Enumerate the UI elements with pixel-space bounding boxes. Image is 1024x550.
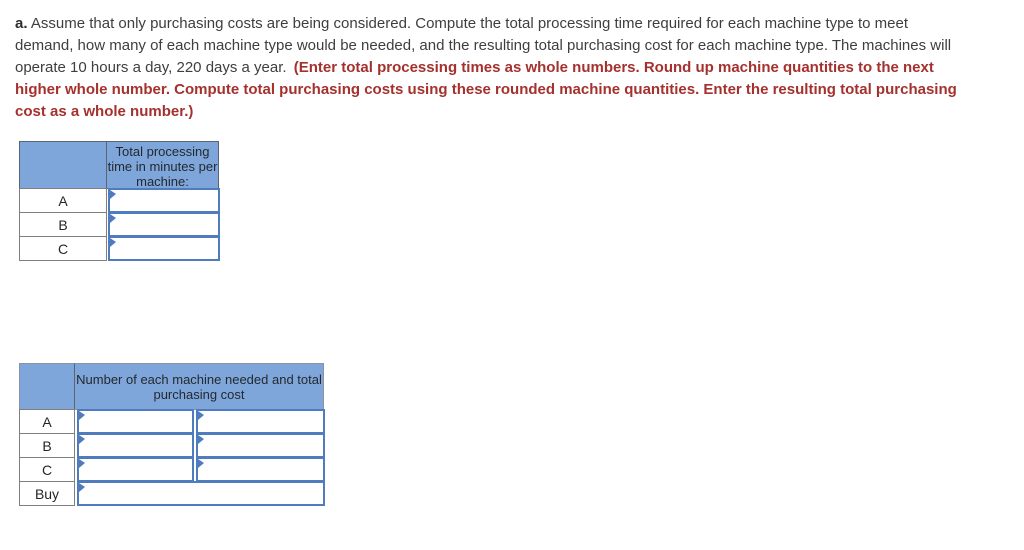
row-label-a: A xyxy=(19,188,107,213)
processing-time-input-a[interactable] xyxy=(110,190,218,211)
machines-needed-header-cell: Number of each machine needed and total … xyxy=(74,363,324,410)
processing-time-header-cell: Total processing time in minutes per mac… xyxy=(106,141,219,189)
purchasing-cost-field-c[interactable] xyxy=(196,457,325,482)
table-row: Buy xyxy=(19,481,325,506)
machines-needed-table-header-row: Number of each machine needed and total … xyxy=(19,363,325,410)
question-body: Assume that only purchasing costs are be… xyxy=(15,15,952,76)
header-corner-cell xyxy=(19,141,107,189)
processing-time-field-a[interactable] xyxy=(108,188,220,213)
machine-quantity-input-a[interactable] xyxy=(79,411,192,432)
purchasing-cost-input-b[interactable] xyxy=(198,435,323,456)
question-part-label: a. xyxy=(15,15,28,32)
processing-time-table-header-row: Total processing time in minutes per mac… xyxy=(19,141,220,189)
machines-needed-table: Number of each machine needed and total … xyxy=(19,363,325,506)
row-label-buy: Buy xyxy=(19,481,75,506)
machine-quantity-field-b[interactable] xyxy=(77,433,194,458)
header-corner-cell xyxy=(19,363,75,410)
table-row: B xyxy=(19,212,220,237)
buy-decision-field[interactable] xyxy=(77,481,325,506)
purchasing-cost-field-b[interactable] xyxy=(196,433,325,458)
row-label-c: C xyxy=(19,236,107,261)
question-text: a. Assume that only purchasing costs are… xyxy=(15,13,967,123)
purchasing-cost-field-a[interactable] xyxy=(196,409,325,434)
processing-time-input-c[interactable] xyxy=(110,238,218,259)
table-row: B xyxy=(19,433,325,458)
row-label-a: A xyxy=(19,409,75,434)
table-row: A xyxy=(19,409,325,434)
table-row: C xyxy=(19,236,220,261)
table-row: A xyxy=(19,188,220,213)
table-row: C xyxy=(19,457,325,482)
question-instruction: (Enter total processing times as whole n… xyxy=(15,59,957,120)
machine-quantity-field-c[interactable] xyxy=(77,457,194,482)
purchasing-cost-input-c[interactable] xyxy=(198,459,323,480)
processing-time-input-b[interactable] xyxy=(110,214,218,235)
processing-time-field-c[interactable] xyxy=(108,236,220,261)
machine-quantity-field-a[interactable] xyxy=(77,409,194,434)
machine-quantity-input-b[interactable] xyxy=(79,435,192,456)
row-label-b: B xyxy=(19,212,107,237)
row-label-c: C xyxy=(19,457,75,482)
row-label-b: B xyxy=(19,433,75,458)
machine-quantity-input-c[interactable] xyxy=(79,459,192,480)
purchasing-cost-input-a[interactable] xyxy=(198,411,323,432)
processing-time-table: Total processing time in minutes per mac… xyxy=(19,141,220,261)
processing-time-field-b[interactable] xyxy=(108,212,220,237)
buy-decision-input[interactable] xyxy=(79,483,323,504)
